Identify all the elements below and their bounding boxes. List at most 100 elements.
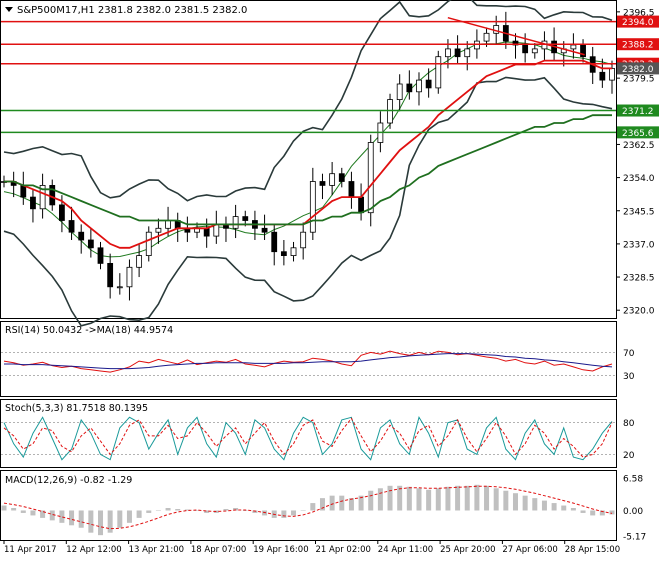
candle-body [406, 83, 413, 93]
macd-signal-line [3, 485, 613, 530]
candle-body [126, 266, 133, 288]
price-level-badge[interactable] [617, 126, 659, 139]
candle-body [49, 184, 56, 206]
candle-body [290, 247, 297, 257]
macd-histogram-bar [223, 508, 229, 511]
macd-histogram-bar [493, 488, 499, 511]
macd-histogram-bar [484, 485, 490, 511]
macd-histogram-bar [570, 508, 576, 511]
macd-histogram-bar [20, 510, 26, 513]
macd-histogram-bar [397, 485, 403, 511]
candle-body [329, 173, 336, 186]
macd-plot-layer [1, 484, 615, 536]
macd-histogram-bar [522, 495, 528, 511]
candle-body [493, 25, 500, 34]
macd-histogram-bar [136, 510, 142, 518]
candle-body [348, 181, 355, 198]
macd-histogram-bar [300, 510, 306, 511]
axis-layer: 2396.5 2388.2 2379.5 2371.2 2362.5 2354.0 2345… [3, 8, 659, 555]
macd-histogram-bar [406, 486, 412, 511]
y-tick-label: 2320.0 [623, 307, 655, 317]
macd-histogram-bar [512, 493, 518, 511]
triangle-down-icon[interactable] [5, 7, 13, 12]
macd-histogram-bar [580, 510, 586, 513]
x-tick-label: 21 Apr 02:00 [316, 545, 371, 555]
x-tick-label: 18 Apr 07:00 [191, 545, 246, 555]
candle-body [87, 239, 94, 249]
candle-body [454, 48, 461, 58]
candle-body [473, 40, 480, 50]
trendline[interactable] [447, 16, 585, 56]
bollinger-middle-line [3, 41, 613, 258]
macd-histogram-bar [358, 495, 364, 511]
macd-histogram-bar [319, 498, 325, 511]
candle-body [483, 32, 490, 42]
rsi-ma-line [4, 353, 613, 370]
macd-title: MACD(12,26,9) -0.82 -1.29 [5, 475, 132, 486]
x-tick-label: 11 Apr 2017 [4, 545, 57, 555]
y-tick-label: 2328.5 [623, 274, 655, 284]
candle-body [116, 286, 123, 289]
candle-body [338, 173, 345, 182]
macd-histogram-bar [590, 510, 596, 516]
macd-histogram-bar [474, 484, 480, 511]
candle-body [416, 79, 422, 93]
macd-histogram-bar [194, 510, 200, 511]
y-tick-label: 2345.5 [623, 207, 655, 217]
price-level-badge[interactable] [617, 38, 659, 51]
macd-histogram-bar [532, 498, 538, 511]
price-level-badge[interactable] [617, 62, 659, 75]
x-tick-label: 12 Apr 12:00 [66, 545, 121, 555]
macd-y-tick-label: -5.17 [623, 533, 646, 543]
candle-body [300, 231, 307, 249]
rsi-plot-layer [1, 350, 616, 377]
price-level-label: 2382.0 [622, 65, 654, 75]
macd-histogram-bar [503, 490, 509, 511]
macd-histogram-bar [599, 510, 605, 516]
candle-body [20, 184, 27, 198]
candle-body [145, 231, 152, 256]
macd-histogram-bar [184, 509, 190, 511]
candle-body [78, 231, 85, 241]
candle-body [445, 48, 451, 58]
candle-body [30, 196, 36, 210]
macd-histogram-bar [155, 510, 161, 511]
macd-histogram-bar [175, 508, 181, 511]
macd-histogram-bar [561, 505, 567, 511]
candle-body [570, 44, 577, 50]
macd-histogram-bar [281, 510, 287, 518]
macd-histogram-bar [165, 508, 171, 511]
rsi-title: RSI(14) 50.0432 ->MA(18) 44.9574 [5, 325, 173, 336]
macd-histogram-bar [30, 510, 36, 516]
macd-histogram-bar [348, 498, 354, 511]
stoch-main-line [3, 416, 613, 461]
price-level-badge[interactable] [617, 104, 659, 117]
macd-histogram-bar [445, 486, 451, 511]
candle-body [387, 99, 393, 124]
macd-histogram-bar [416, 488, 422, 511]
price-level-badge[interactable] [617, 15, 659, 28]
macd-histogram-bar [426, 489, 432, 511]
macd-histogram-bar [435, 488, 441, 511]
macd-histogram-bar [609, 510, 615, 515]
bollinger-upper-band [3, 0, 613, 202]
candle-body [271, 231, 278, 253]
main-price-panel[interactable] [0, 0, 617, 319]
rsi-panel[interactable] [0, 321, 617, 397]
y-tick-label: 2379.5 [623, 75, 655, 85]
candle-body [155, 227, 162, 233]
candle-body [396, 83, 403, 101]
candle-body [59, 204, 65, 221]
candle-body [580, 44, 586, 58]
candle-body [425, 79, 432, 89]
macd-histogram-bar [204, 510, 210, 513]
y-tick-label: 2362.5 [623, 141, 655, 151]
candle-body [358, 196, 364, 214]
macd-histogram-bar [126, 510, 132, 523]
candle-body [512, 40, 519, 46]
macd-histogram-bar [233, 508, 239, 511]
candle-body [39, 184, 46, 210]
macd-histogram-bar [541, 500, 547, 511]
